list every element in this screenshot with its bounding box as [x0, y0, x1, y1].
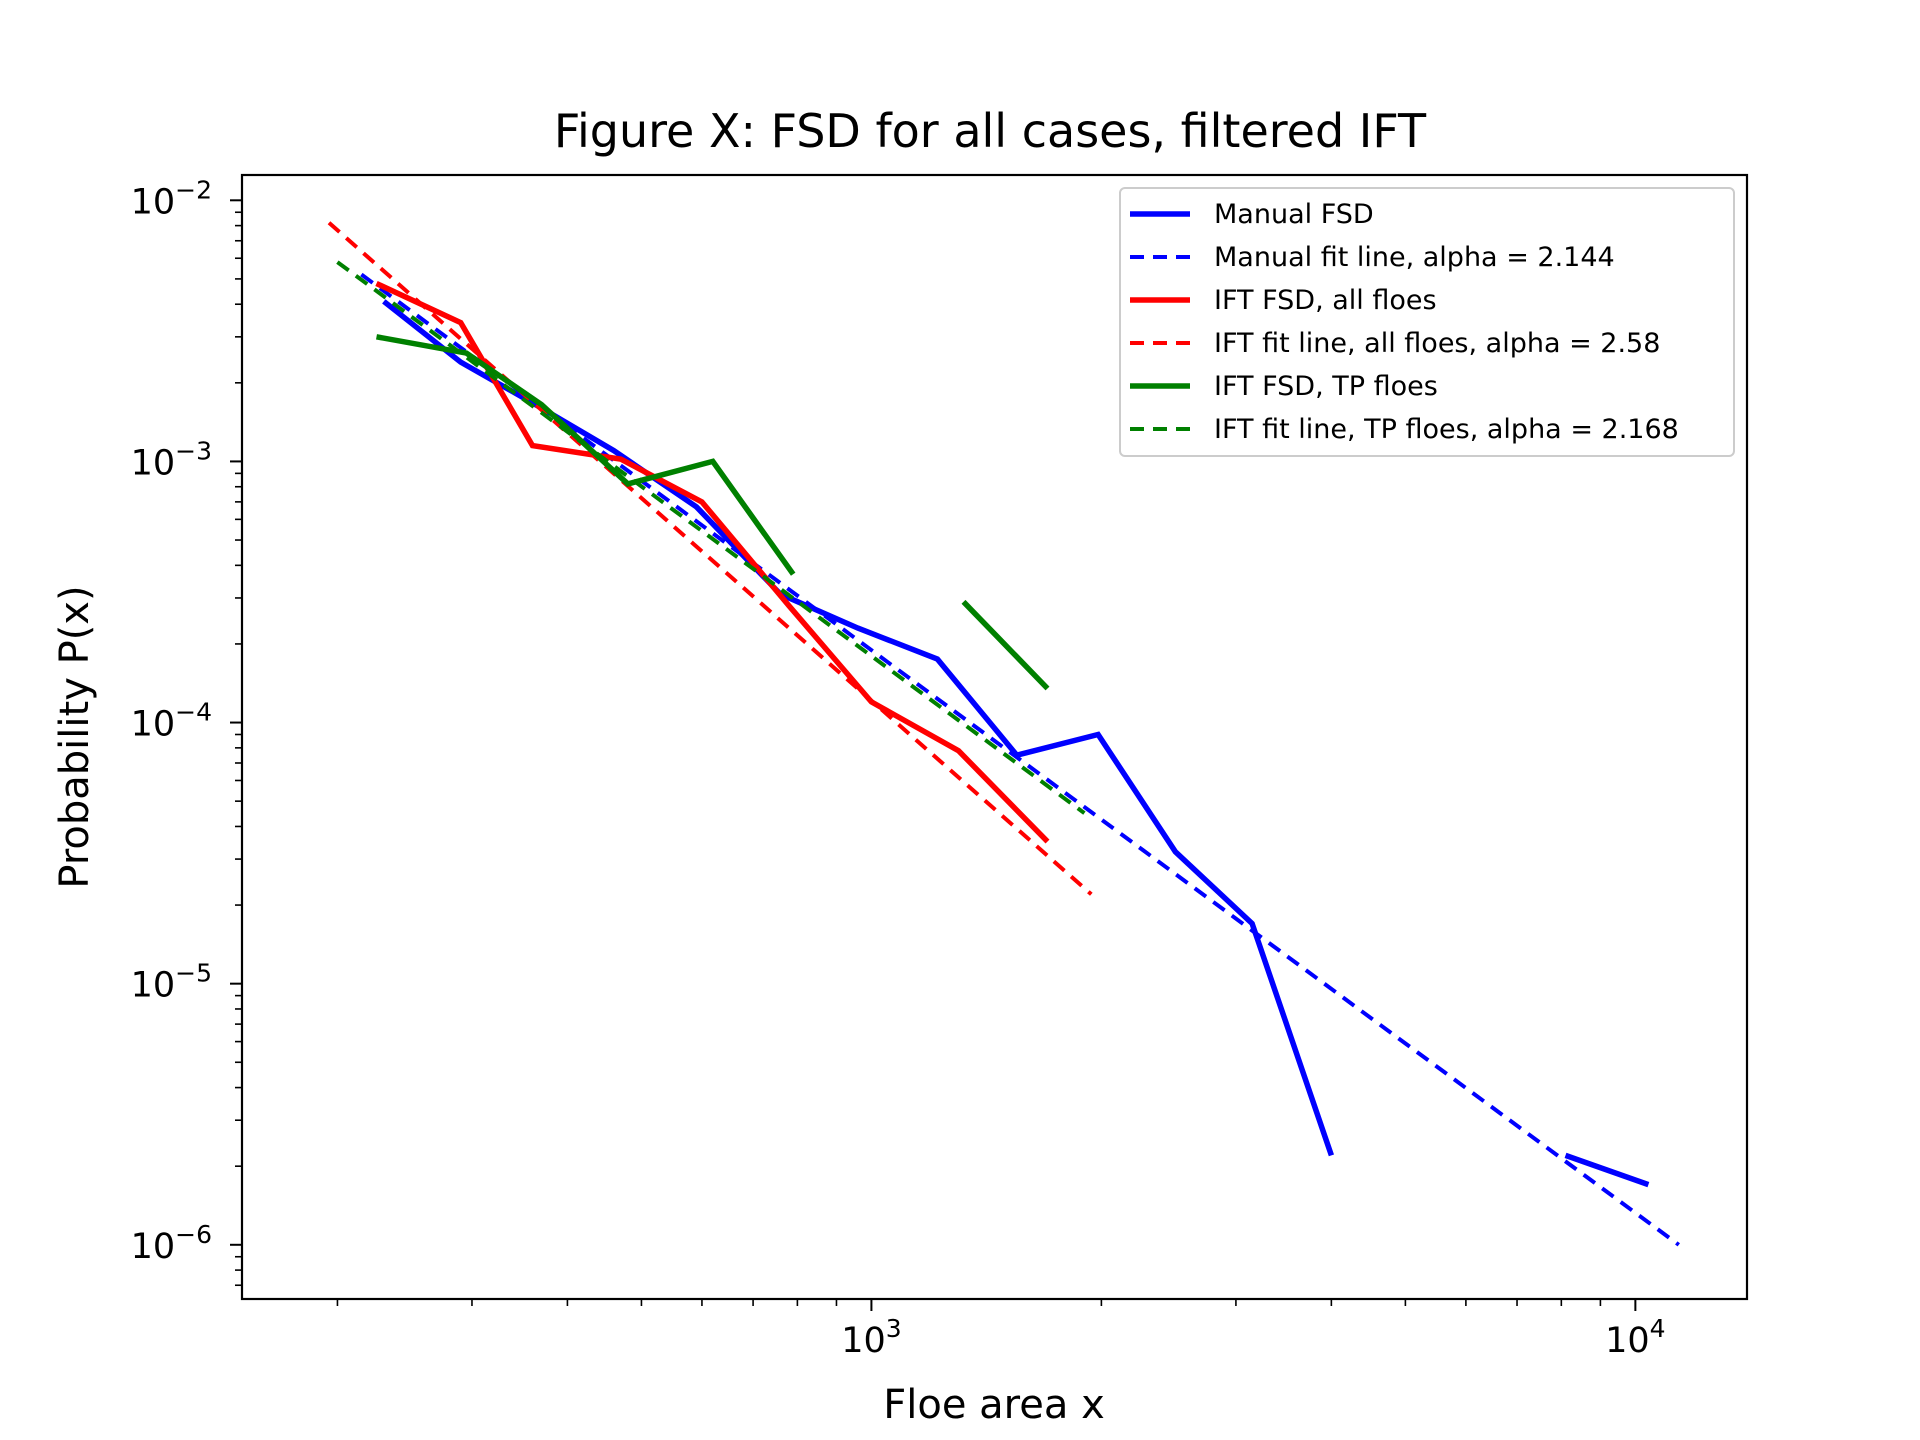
x-axis-label: Floe area x: [883, 1382, 1105, 1428]
series-line-ift-fsd-tp-floes: [961, 599, 1050, 691]
y-tick-base: 10: [131, 182, 176, 222]
legend-label: IFT fit line, all floes, alpha = 2.58: [1214, 328, 1660, 359]
y-tick-label: 10−5: [131, 959, 212, 1006]
series-line-manual-fit-line-alpha-2-144: [360, 272, 1680, 1247]
y-tick-base: 10: [131, 1227, 176, 1267]
legend: Manual FSD Manual fit line, alpha = 2.144…: [1119, 187, 1735, 457]
legend-label: Manual FSD: [1214, 199, 1374, 230]
y-axis-label: Probability P(x): [52, 585, 98, 888]
plot-frame: [240, 173, 1749, 1301]
x-tick-exponent: 4: [1650, 1314, 1666, 1343]
y-tick-exponent: −4: [175, 698, 212, 727]
legend-label: IFT FSD, TP floes: [1214, 371, 1438, 402]
y-tick-label: 10−2: [131, 175, 212, 222]
y-tick-label: 10−4: [131, 698, 212, 745]
legend-label: Manual fit line, alpha = 2.144: [1214, 242, 1615, 273]
y-tick-exponent: −2: [175, 175, 212, 204]
series-line-manual-fsd: [1564, 1152, 1650, 1188]
legend-box: [1119, 187, 1735, 457]
chart-title: Figure X: FSD for all cases, filtered IF…: [554, 104, 1427, 158]
series-line-ift-fit-line-all-floes-alpha-2-58: [327, 221, 1093, 896]
y-tick-label: 10−6: [131, 1220, 212, 1267]
y-tick-exponent: −5: [175, 959, 212, 988]
legend-label: IFT fit line, TP floes, alpha = 2.168: [1214, 414, 1679, 445]
y-tick-base: 10: [131, 443, 176, 483]
y-tick-exponent: −3: [175, 436, 212, 465]
y-tick-exponent: −6: [175, 1220, 212, 1249]
series-line-ift-fit-line-tp-floes-alpha-2-168: [336, 260, 1086, 815]
x-tick-exponent: 3: [886, 1314, 902, 1343]
y-tick-base: 10: [131, 705, 176, 745]
series-layer: [327, 221, 1680, 1247]
legend-label: IFT FSD, all floes: [1214, 285, 1437, 316]
y-tick-label: 10−3: [131, 436, 212, 483]
y-tick-base: 10: [131, 966, 176, 1006]
